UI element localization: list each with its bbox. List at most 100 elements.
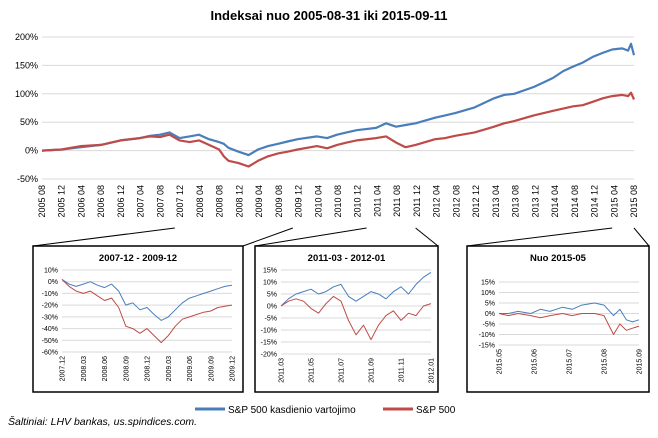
main-chart: 200% 150% 100% 50% 0% -50%2005 08 2005 12 2006 … (15, 32, 639, 218)
x-tick-label: 2011 08 (392, 185, 402, 217)
y-tick-label: -20% (42, 303, 58, 310)
y-tick-label: 200% (15, 32, 38, 42)
x-tick-label: 2015.09 (637, 349, 644, 374)
x-tick-label: 2015.05 (497, 349, 504, 374)
y-tick-label: -5% (265, 316, 277, 323)
x-tick-label: 2012.01 (429, 358, 436, 383)
x-tick-label: 2010 12 (353, 185, 363, 218)
x-tick-label: 2009.09 (208, 356, 215, 381)
y-tick-label: 5% (267, 292, 277, 299)
zoom-connector-line (32, 227, 175, 247)
inset-chart-2007-2009: 2007-12 - 2009-12 10% 0% -10% -20% -30% -40% -5… (32, 245, 244, 393)
series-line-consumer-staples (499, 302, 640, 323)
zoom-connector-line (254, 227, 367, 247)
x-tick-label: 2007 12 (175, 185, 185, 218)
x-tick-label: 2015.08 (602, 349, 609, 374)
x-tick-label: 2008.06 (102, 356, 109, 381)
y-tick-label: -30% (42, 314, 58, 321)
series-line-sp500 (280, 295, 432, 341)
y-tick-label: -40% (42, 326, 58, 333)
zoom-connector-line (633, 227, 650, 247)
y-tick-label: 0% (267, 304, 277, 311)
y-tick-label: 15% (263, 268, 277, 275)
y-tick-label: -5% (483, 322, 495, 329)
x-tick-label: 2008.12 (145, 356, 152, 381)
y-tick-label: 10% (44, 268, 58, 275)
y-tick-label: -20% (261, 352, 277, 359)
x-tick-label: 2011 04 (372, 185, 382, 217)
zoom-connector-line (415, 227, 439, 247)
x-tick-label: 2009.03 (166, 356, 173, 381)
x-tick-label: 2009 04 (254, 185, 264, 218)
series-line-consumer-staples (41, 42, 636, 157)
x-tick-label: 2011.03 (279, 358, 286, 383)
y-tick-label: 150% (15, 60, 38, 70)
x-tick-label: 2014 12 (590, 185, 600, 218)
x-tick-label: 2007.12 (60, 356, 67, 381)
series-line-sp500 (41, 91, 636, 168)
x-tick-label: 2008 04 (195, 185, 205, 218)
y-tick-label: 100% (15, 89, 38, 99)
x-tick-label: 2012 12 (471, 185, 481, 218)
x-tick-label: 2013 04 (491, 185, 501, 218)
x-tick-label: 2015.06 (532, 349, 539, 374)
x-tick-label: 2011.09 (369, 358, 376, 383)
x-tick-label: 2008.09 (123, 356, 130, 381)
y-tick-label: -50% (42, 338, 58, 345)
x-tick-label: 2014 04 (550, 185, 560, 218)
y-tick-label: -10% (261, 328, 277, 335)
zoom-connector-line (466, 227, 613, 247)
source-note: Šaltiniai: LHV bankas, us.spindices.com. (8, 416, 198, 428)
y-tick-label: -10% (479, 332, 495, 339)
x-tick-label: 2010 08 (333, 185, 343, 218)
x-tick-label: 2007 08 (155, 185, 165, 218)
x-tick-label: 2012 04 (432, 185, 442, 218)
series-line-consumer-staples (280, 271, 432, 307)
x-tick-label: 2011.11 (399, 358, 406, 382)
inset-title: Nuo 2015-05 (530, 253, 587, 264)
y-tick-label: 50% (20, 117, 38, 127)
zoom-connectors (32, 227, 650, 247)
y-tick-label: 0% (48, 279, 58, 286)
y-tick-label: 15% (481, 280, 495, 287)
x-tick-label: 2015 04 (609, 185, 619, 218)
x-tick-label: 2006 08 (96, 185, 106, 218)
y-tick-label: -15% (261, 340, 277, 347)
x-tick-label: 2015 08 (629, 185, 639, 218)
series-line-consumer-staples (61, 278, 233, 321)
x-tick-label: 2013 08 (511, 185, 521, 218)
inset-title: 2007-12 - 2009-12 (99, 253, 177, 264)
x-tick-label: 2011.05 (309, 358, 316, 383)
x-tick-label: 2011 12 (412, 185, 422, 217)
x-tick-label: 2008.03 (81, 356, 88, 381)
y-tick-label: 0% (25, 146, 38, 156)
y-tick-label: -10% (42, 291, 58, 298)
x-tick-label: 2006 12 (116, 185, 126, 218)
x-tick-label: 2005 08 (37, 185, 47, 218)
y-tick-label: 0% (485, 311, 495, 318)
chart-title: Indeksai nuo 2005-08-31 iki 2015-09-11 (210, 8, 448, 23)
x-tick-label: 2005 12 (57, 185, 67, 218)
x-tick-label: 2015.07 (567, 349, 574, 374)
x-tick-label: 2008 12 (234, 185, 244, 218)
x-tick-label: 2007 04 (136, 185, 146, 218)
x-tick-label: 2009.06 (187, 356, 194, 381)
series-line-sp500 (61, 279, 233, 344)
x-tick-label: 2009 08 (274, 185, 284, 218)
inset-frame (466, 245, 650, 393)
y-tick-label: -15% (479, 343, 495, 350)
inset-title: 2011-03 - 2012-01 (308, 253, 386, 264)
x-tick-label: 2012 08 (451, 185, 461, 218)
series-line-sp500 (498, 313, 640, 335)
x-tick-label: 2014 08 (570, 185, 580, 218)
x-tick-label: 2011.07 (339, 358, 346, 383)
y-tick-label: 10% (481, 290, 495, 297)
x-tick-label: 2009 12 (294, 185, 304, 218)
inset-chart-2011-2012: 2011-03 - 2012-01 15% 10% 5% 0% -5% -10% -15% -2… (254, 245, 439, 393)
y-tick-label: 5% (485, 301, 495, 308)
zoom-connector-line (242, 227, 294, 247)
x-tick-label: 2009.12 (230, 356, 237, 381)
inset-chart-2015: Nuo 2015-05 15% 10% 5% 0% -5% -10% -15%2015.05 2… (466, 245, 650, 393)
